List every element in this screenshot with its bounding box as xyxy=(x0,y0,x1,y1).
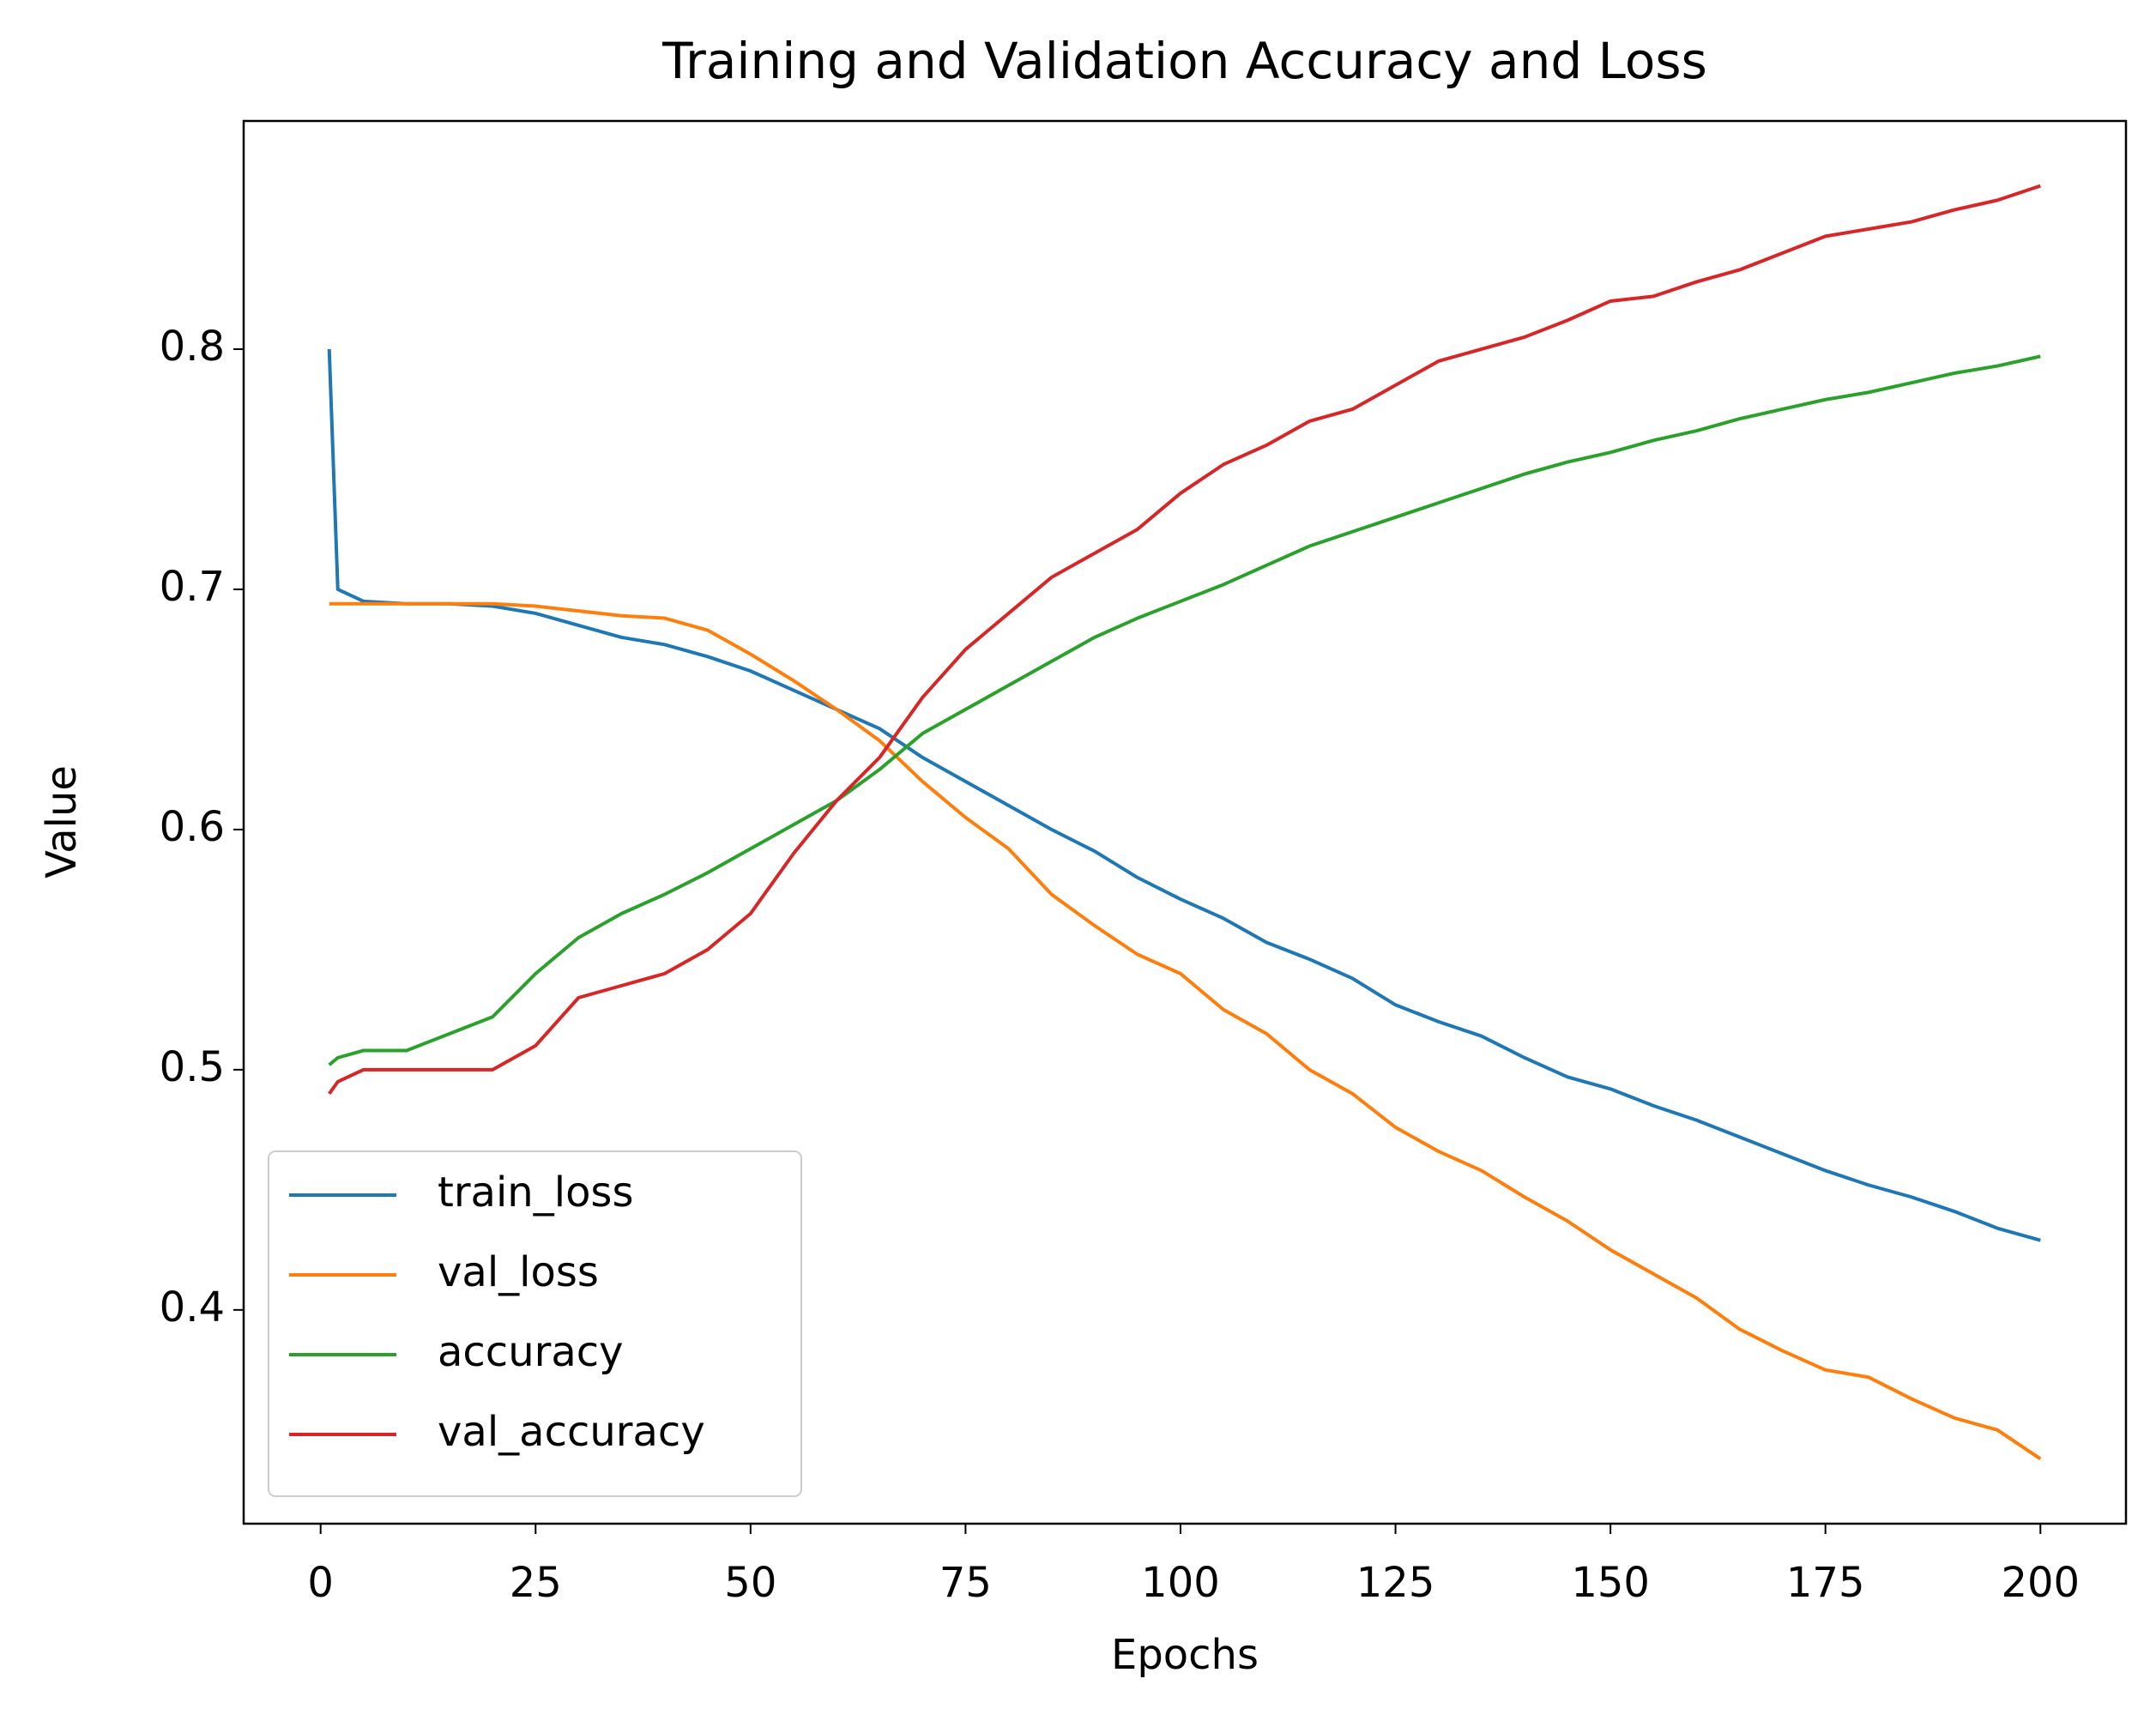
legend-label: train_loss xyxy=(438,1168,633,1217)
x-tick-label: 150 xyxy=(1571,1559,1650,1607)
x-axis-label: Epochs xyxy=(1111,1631,1259,1679)
y-tick-label: 0.6 xyxy=(160,803,225,851)
x-tick-label: 100 xyxy=(1141,1559,1220,1607)
x-tick-label: 25 xyxy=(510,1559,562,1607)
y-tick-label: 0.7 xyxy=(160,563,225,611)
chart-title: Training and Validation Accuracy and Los… xyxy=(661,32,1707,90)
y-tick-label: 0.8 xyxy=(160,323,225,371)
legend-label: accuracy xyxy=(438,1328,624,1376)
line-series xyxy=(327,348,2041,1242)
y-tick-label: 0.5 xyxy=(160,1043,225,1091)
x-tick-label: 75 xyxy=(939,1559,992,1607)
x-tick-label: 0 xyxy=(307,1559,334,1607)
line-series xyxy=(328,184,2041,1096)
line-series xyxy=(329,601,2042,1461)
x-tick-label: 175 xyxy=(1786,1559,1865,1607)
x-tick-label: 125 xyxy=(1356,1559,1435,1607)
y-axis-label: Value xyxy=(38,765,86,879)
legend-label: val_loss xyxy=(438,1248,599,1296)
legend-label: val_accuracy xyxy=(438,1408,705,1456)
line-series xyxy=(328,354,2041,1066)
x-tick-label: 200 xyxy=(2001,1559,2080,1607)
x-tick-label: 50 xyxy=(724,1559,776,1607)
y-tick-label: 0.4 xyxy=(160,1283,225,1332)
plot-frame xyxy=(242,119,2128,1525)
legend-box xyxy=(268,1150,802,1497)
